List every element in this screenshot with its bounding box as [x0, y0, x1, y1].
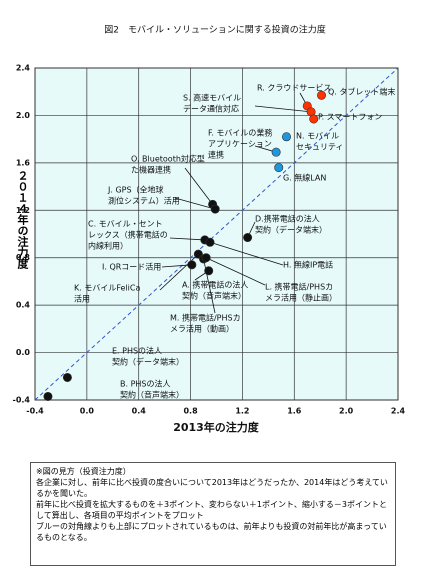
point-label: データ通信対応 [183, 104, 239, 114]
annotation-arrow [174, 197, 216, 210]
data-point [205, 237, 215, 247]
point-label: R. クラウドサービス [257, 84, 331, 93]
x-tick-label: 2.4 [391, 407, 406, 416]
annotation-arrow [205, 257, 266, 286]
data-point [62, 372, 72, 382]
annotation-arrow [159, 253, 199, 291]
point-label: N. モバイル [296, 132, 339, 141]
data-point [43, 391, 53, 401]
point-label: A. 携帯電話の法人 [182, 280, 248, 290]
point-label: K. モバイルFeliCa [74, 284, 140, 293]
point-label: B. PHSの法人 [120, 379, 171, 389]
y-tick-label: 0.4 [16, 301, 31, 310]
point-label: M. 携帯電話/PHSカ [170, 313, 241, 323]
data-point [204, 266, 214, 276]
data-point [187, 260, 197, 270]
y-tick-label: 0.8 [16, 253, 31, 262]
point-label: メラ活用（動画） [170, 324, 234, 334]
point-label: J. GPS（全地球 [107, 185, 164, 195]
point-label: C. モバイル・セント [88, 220, 163, 229]
point-label: F. モバイルの業務 [208, 128, 272, 138]
x-tick-label: -0.4 [26, 407, 44, 416]
note-line: ブルーの対角線よりも上部にプロットされているものは、前年よりも投資の対前年比が高… [36, 522, 387, 542]
chart: 図2 モバイル・ソリューションに関する投資の注力度 2013年の注力度 -0.4… [13, 24, 406, 435]
annotation-arrow [169, 237, 205, 241]
point-label: 連携 [208, 150, 224, 160]
notes: ※図の見方（投資注力度） 各企業に対し、前年に比べ投資の度合いについて2013年は… [30, 462, 396, 566]
data-point [317, 90, 327, 100]
point-label: メラ活用（静止画） [265, 293, 337, 303]
data-point [309, 114, 319, 124]
y-tick-label: -0.4 [13, 396, 31, 405]
point-label: た機器連携 [131, 165, 171, 175]
note-line: ※図の見方（投資注力度） [36, 467, 131, 476]
note-line: 各企業に対し、前年に比べ投資の度合いについて2013年はどうだったか、2014年… [36, 478, 388, 498]
annotation-arrow [184, 167, 213, 205]
point-label: 契約（音声端末） [182, 291, 246, 301]
point-label: L. 携帯電話/PHSカ [265, 282, 333, 292]
x-tick-label: 0.8 [183, 407, 198, 416]
point-label: H. 無線IP電話 [283, 260, 333, 270]
annotation-arrow [254, 105, 312, 113]
y-axis-label: ２０１４年の注力度 [16, 170, 29, 269]
data-point [271, 147, 281, 157]
y-tick-label: 1.6 [16, 158, 31, 167]
point-label: G. 無線LAN [283, 173, 326, 183]
x-tick-label: 0.0 [80, 407, 95, 416]
data-point [282, 132, 292, 142]
point-label: I. QRコード活用 [102, 262, 161, 272]
diagonal-reference [34, 67, 399, 401]
y-tick-label: 1.2 [16, 206, 30, 215]
data-point [201, 253, 211, 263]
data-point [243, 233, 253, 243]
chart-title: 図2 モバイル・ソリューションに関する投資の注力度 [104, 24, 326, 36]
point-label: アプリケーション [208, 140, 272, 149]
point-label: E. PHSの法人 [112, 346, 162, 356]
point-label: セキュリティ [296, 143, 344, 152]
point-label: 内線利用） [88, 241, 128, 251]
point-label: S. 高速モバイル [183, 93, 241, 103]
point-label: 活用 [74, 294, 90, 304]
point-label: 契約（データ端末） [255, 225, 327, 235]
point-label: P. スマートフォン [318, 113, 382, 122]
point-label: 契約（音声端末） [120, 390, 184, 400]
annotation-arrow [209, 241, 284, 266]
data-point [210, 204, 220, 214]
x-tick-label: 1.2 [235, 407, 249, 416]
x-tick-label: 2.0 [339, 407, 354, 416]
point-label: Q. タブレット端末 [328, 87, 395, 97]
point-label: レックス（携帯電話の [88, 230, 168, 240]
point-label: 測位システム）活用 [108, 196, 180, 206]
annotation-arrow [161, 264, 192, 268]
y-tick-label: 2.4 [16, 64, 31, 73]
y-tick-label: 0.0 [16, 348, 31, 357]
x-tick-label: 1.6 [287, 407, 302, 416]
note-line: 前年に比べ投資を拡大するものを＋3ポイント、変わらない＋1ポイント、縮小する－3… [36, 500, 387, 520]
x-axis-label: 2013年の注力度 [173, 420, 260, 434]
point-label: O. Bluetooth対応型 [131, 154, 205, 164]
x-tick-label: 0.4 [132, 407, 147, 416]
point-label: 契約（データ端末） [112, 357, 184, 367]
data-point [274, 163, 284, 173]
y-tick-label: 2.0 [16, 111, 31, 120]
point-label: D.携帯電話の法人 [255, 214, 320, 224]
